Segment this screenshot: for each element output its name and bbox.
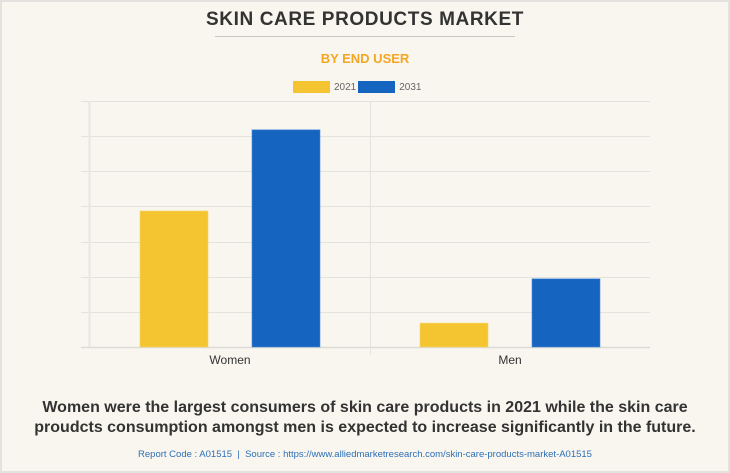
- bar-men-2021: [419, 322, 489, 348]
- bar-women-2031: [251, 129, 321, 348]
- bar-women-2021: [139, 210, 209, 348]
- legend-label-2031: 2031: [399, 81, 422, 93]
- legend-swatch-2021: [293, 81, 330, 93]
- category-label-men: Men: [498, 353, 521, 367]
- category-label-women: Women: [209, 353, 250, 367]
- category-labels: Women Men: [209, 353, 521, 367]
- legend-swatch-2031: [358, 81, 396, 93]
- title-divider: [215, 36, 515, 37]
- caption-line-2: proudcts consumption amongst men is expe…: [34, 419, 696, 436]
- chart-subtitle: BY END USER: [320, 51, 410, 66]
- source-link[interactable]: Report Code : A01515 | Source : https://…: [138, 449, 592, 460]
- chart-title: SKIN CARE PRODUCTS MARKET: [206, 9, 524, 30]
- legend-label-2021: 2021: [334, 81, 357, 93]
- caption-line-1: Women were the largest consumers of skin…: [42, 399, 688, 416]
- legend: 2021 2031: [293, 80, 424, 94]
- bars: [139, 129, 601, 348]
- bar-men-2031: [531, 278, 601, 348]
- chart-caption: Women were the largest consumers of skin…: [0, 398, 730, 438]
